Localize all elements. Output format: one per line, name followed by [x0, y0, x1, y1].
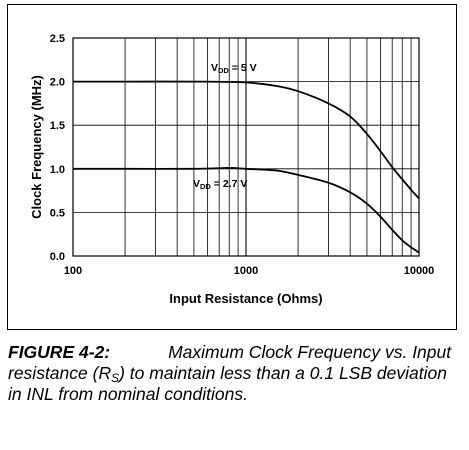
- series-annotation: VDD = 2.7 V: [193, 178, 247, 191]
- x-tick-label: 1000: [234, 265, 258, 277]
- figure-caption: FIGURE 4-2: Maximum Clock Frequency vs. I…: [8, 342, 463, 405]
- series-annotation: VDD = 5 V: [211, 62, 257, 75]
- y-tick-label: 1.5: [50, 120, 65, 132]
- series-line: [73, 167, 420, 254]
- figure-label: FIGURE 4-2:: [8, 342, 111, 362]
- series-line: [73, 80, 420, 200]
- y-tick-labels: 0.0 0.5 1.0 1.5 2.0 2.5: [50, 33, 65, 263]
- caption-text-1: Maximum Clock Frequency vs. Input resist…: [8, 342, 452, 383]
- y-tick-label: 2.0: [50, 77, 65, 89]
- figure-frame: [7, 4, 457, 330]
- x-axis-label: Input Resistance (Ohms): [169, 291, 322, 306]
- caption-text-2: ) to maintain less than a 0.1 LSB deviat…: [8, 363, 447, 404]
- y-axis-label: Clock Frequency (MHz): [29, 75, 44, 219]
- y-tick-label: 1.0: [50, 164, 65, 176]
- series-annotations: VDD = 5 V VDD = 2.7 V: [193, 62, 257, 191]
- grid-lines: [73, 38, 419, 256]
- caption-subscript: S: [111, 371, 120, 385]
- y-tick-label: 2.5: [50, 33, 65, 45]
- y-tick-label: 0.0: [50, 251, 65, 263]
- plot-border: [72, 37, 420, 257]
- y-tick-label: 0.5: [50, 207, 65, 219]
- line-chart: 0.0 0.5 1.0 1.5 2.0 2.5 100 1000 10000 VDD = 5 …: [29, 33, 434, 306]
- series-lines: [73, 80, 420, 254]
- x-tick-label: 10000: [404, 265, 435, 277]
- x-tick-label: 100: [64, 265, 82, 277]
- x-tick-labels: 100 1000 10000: [64, 265, 434, 277]
